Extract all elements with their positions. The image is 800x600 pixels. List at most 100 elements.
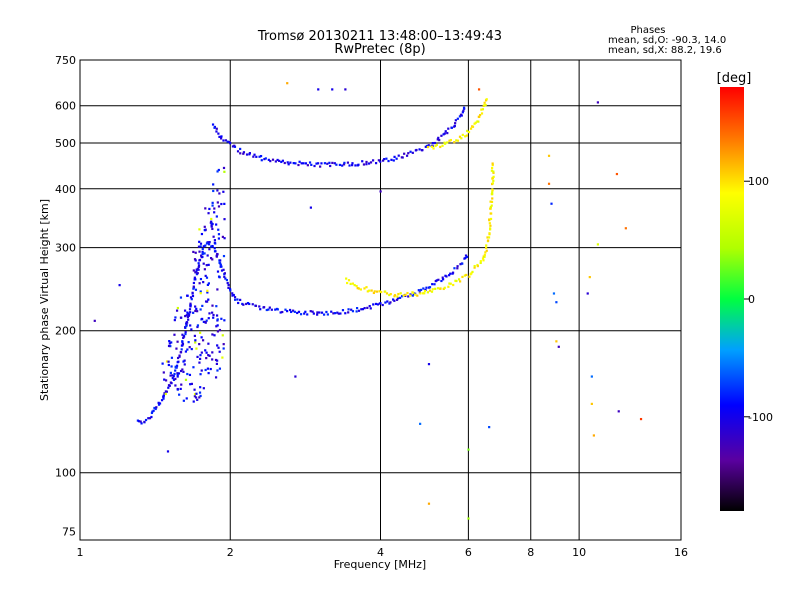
isolated-echo-point <box>547 154 551 157</box>
trace-point <box>185 321 188 324</box>
spread-echo-point <box>205 351 208 354</box>
trace-point <box>182 335 185 338</box>
spread-echo-point <box>201 317 204 321</box>
spread-echo-point <box>176 373 179 376</box>
trace-point <box>491 197 494 200</box>
trace-point <box>224 139 228 142</box>
trace-point <box>296 311 299 315</box>
trace-point <box>464 135 467 138</box>
trace-point <box>189 302 192 305</box>
spread-echo-point <box>194 259 197 262</box>
spread-echo-point <box>211 227 214 231</box>
trace-point <box>198 258 202 262</box>
trace-point <box>211 244 214 248</box>
spread-echo-point <box>202 387 205 390</box>
spread-echo-point <box>202 280 205 284</box>
trace-point <box>433 141 436 145</box>
trace-point <box>379 160 382 163</box>
trace-point <box>482 259 485 262</box>
trace-point <box>239 298 242 302</box>
spread-echo-point <box>167 363 170 367</box>
y-tick-label: 600 <box>55 100 76 113</box>
spread-echo-point <box>200 369 203 372</box>
trace-point <box>490 200 494 204</box>
spread-echo-point <box>211 204 214 207</box>
spread-echo-point <box>187 341 190 344</box>
spread-echo-point <box>165 360 169 363</box>
trace-point <box>363 287 366 290</box>
isolated-echo-point <box>467 517 470 520</box>
trace-point <box>461 133 464 137</box>
trace-point <box>227 283 230 287</box>
trace-point <box>432 147 435 150</box>
spread-echo-point <box>194 309 197 313</box>
spread-echo-point <box>216 170 219 173</box>
scatter-layer <box>93 82 643 520</box>
y-tick-label: 100 <box>55 467 76 480</box>
trace-point <box>356 287 359 290</box>
spread-echo-point <box>168 342 171 345</box>
trace-point <box>211 123 215 126</box>
trace-point <box>294 162 297 165</box>
trace-point <box>435 143 438 147</box>
trace-point <box>187 314 191 317</box>
trace-point <box>280 160 283 164</box>
trace-point <box>443 132 446 135</box>
trace-point <box>306 313 309 316</box>
trace-point <box>263 158 266 161</box>
trace-point <box>366 306 369 309</box>
trace-point <box>388 302 391 305</box>
spread-echo-point <box>176 306 179 310</box>
spread-echo-point <box>184 314 187 318</box>
trace-point <box>464 254 468 257</box>
trace-point <box>368 304 371 308</box>
trace-point <box>191 294 195 298</box>
isolated-echo-point <box>588 275 591 279</box>
trace-point <box>274 160 277 163</box>
spread-echo-point <box>217 233 221 236</box>
trace-point <box>201 247 204 251</box>
trace-point <box>248 302 251 306</box>
spread-echo-point <box>194 288 198 291</box>
trace-point <box>160 399 164 402</box>
spread-echo-point <box>205 300 209 303</box>
trace-point <box>374 162 378 165</box>
spread-echo-point <box>216 252 219 256</box>
spread-echo-point <box>216 318 219 321</box>
spread-echo-point <box>223 237 226 240</box>
spread-echo-point <box>185 314 188 317</box>
colorbar-tick-label: 100 <box>748 175 769 188</box>
spread-echo-point <box>221 334 224 337</box>
spread-echo-point <box>173 319 176 322</box>
spread-echo-point <box>195 347 198 350</box>
trace-point <box>153 406 156 410</box>
trace-point <box>365 286 368 289</box>
spread-echo-point <box>215 305 218 308</box>
spread-echo-point <box>205 356 208 360</box>
trace-point <box>439 145 442 149</box>
trace-point <box>162 394 165 397</box>
trace-point <box>342 163 346 166</box>
trace-point <box>430 290 434 293</box>
spread-echo-point <box>188 313 191 316</box>
trace-point <box>488 232 491 235</box>
spread-echo-point <box>196 324 200 327</box>
spread-echo-point <box>205 319 208 322</box>
trace-point <box>456 139 460 142</box>
spread-echo-point <box>186 294 189 297</box>
spread-echo-point <box>201 304 204 307</box>
trace-point <box>180 344 184 347</box>
isolated-echo-point <box>547 182 551 185</box>
isolated-echo-point <box>552 292 556 295</box>
spread-echo-point <box>174 366 177 369</box>
isolated-echo-point <box>488 426 491 429</box>
trace-point <box>409 293 412 296</box>
trace-point <box>143 420 146 424</box>
trace-point <box>300 162 303 165</box>
trace-point <box>446 131 449 135</box>
trace-point <box>477 120 480 123</box>
trace-point <box>231 292 234 295</box>
spread-echo-point <box>216 344 219 347</box>
trace-point <box>189 311 192 314</box>
isolated-echo-point <box>590 375 593 378</box>
